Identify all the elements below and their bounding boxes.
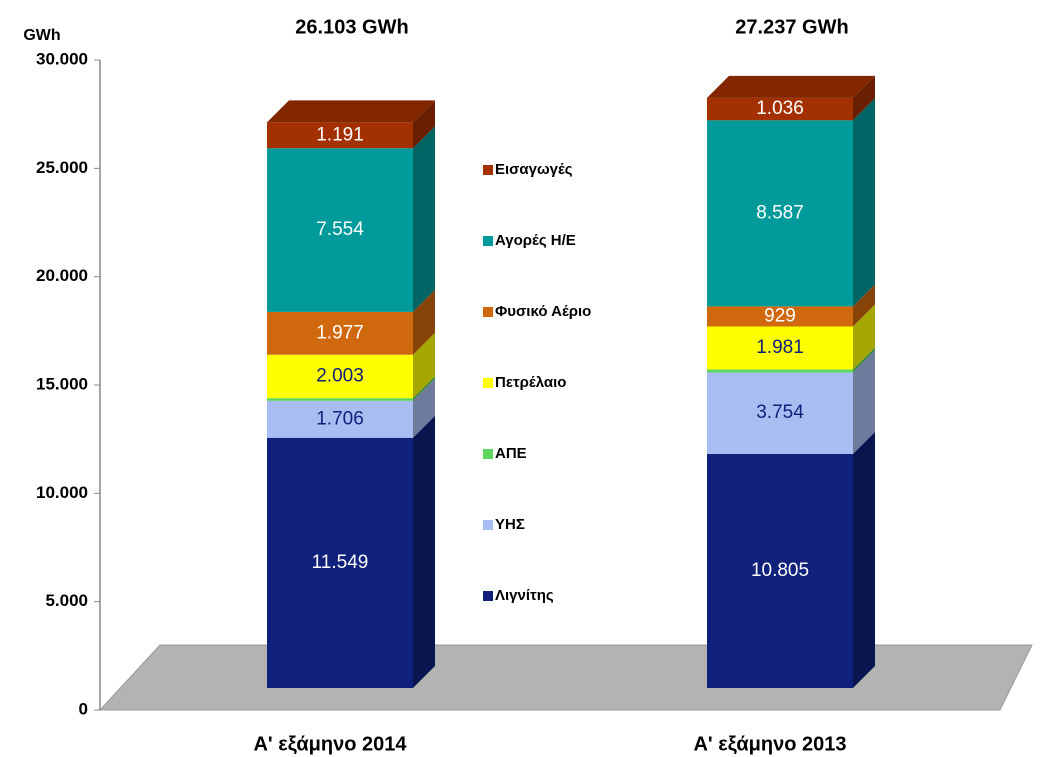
value-label: 1.977 [316, 322, 364, 343]
y-tick-label: 15.000 [36, 374, 88, 393]
floor [98, 644, 1033, 711]
bar-segment [267, 400, 413, 438]
value-label: 10.805 [751, 560, 809, 581]
legend-label: Αγορές Η/Ε [495, 232, 576, 249]
value-label: 7.554 [316, 219, 364, 240]
legend-swatch [483, 591, 493, 601]
legend-label: Φυσικό Αέριο [495, 303, 591, 320]
bar-segment [707, 453, 853, 688]
value-label: 1.706 [316, 408, 364, 429]
bar-side [853, 304, 875, 370]
legend-swatch [483, 236, 493, 246]
bar-side [853, 431, 875, 688]
bar-side [413, 289, 435, 355]
y-tick-label: 5.000 [45, 591, 88, 610]
legend-label: ΑΠΕ [495, 445, 527, 462]
bar-segment [707, 372, 853, 454]
value-label: 929 [764, 305, 796, 326]
legend-label: ΥΗΣ [495, 516, 525, 533]
x-tick-label: Α' εξάμηνο 2013 [693, 733, 846, 755]
y-tick-label: 10.000 [36, 483, 88, 502]
value-label: 11.549 [312, 552, 369, 573]
bar-segment [267, 148, 413, 312]
bar-side [413, 376, 435, 401]
y-tick-label: 0 [79, 699, 88, 718]
value-label: 3.754 [756, 402, 804, 423]
bar-segment [707, 97, 853, 121]
bar-side [853, 98, 875, 307]
total-label: 27.237 GWh [735, 16, 848, 38]
y-tick-label: 30.000 [36, 49, 88, 68]
total-label: 26.103 GWh [295, 16, 408, 38]
bar-segment [707, 120, 853, 307]
y-axis-label: GWh [23, 27, 60, 44]
legend-label: Λιγνίτης [495, 587, 554, 604]
bar-side [853, 284, 875, 327]
legend-swatch [483, 378, 493, 388]
legend-swatch [483, 449, 493, 459]
bar-segment [707, 369, 853, 373]
bar-segment [267, 398, 413, 401]
value-label: 1.191 [316, 124, 364, 145]
bar-side [413, 126, 435, 312]
bar-side [413, 378, 435, 438]
bar-segment [267, 122, 413, 149]
bar-side [413, 415, 435, 688]
bar-segment [267, 354, 413, 399]
bar-side [413, 332, 435, 399]
bar-segment [267, 437, 413, 688]
legend-swatch [483, 520, 493, 530]
bar-top [707, 75, 875, 98]
value-label: 2.003 [316, 365, 364, 386]
plot: 0 5.000 10.000 15.000 20.000 25.000 30.000 11.5… [36, 16, 875, 755]
bar-top [267, 100, 435, 123]
bar-side [853, 347, 875, 373]
value-label: 1.036 [756, 98, 804, 119]
bar-side [853, 75, 875, 121]
y-tick-label: 25.000 [36, 158, 88, 177]
y-tick-label: 20.000 [36, 266, 88, 285]
value-label: 8.587 [756, 202, 804, 223]
legend-swatch [483, 307, 493, 317]
bar-side [853, 350, 875, 454]
legend-swatch [483, 165, 493, 175]
legend-label: Εισαγωγές [495, 161, 573, 178]
value-label: 1.981 [756, 337, 804, 358]
x-tick-label: Α' εξάμηνο 2014 [253, 733, 407, 755]
bar-side [413, 100, 435, 149]
bar-segment [707, 306, 853, 327]
bar-segment [267, 311, 413, 355]
bar-segment [707, 326, 853, 370]
legend-label: Πετρέλαιο [495, 374, 566, 391]
